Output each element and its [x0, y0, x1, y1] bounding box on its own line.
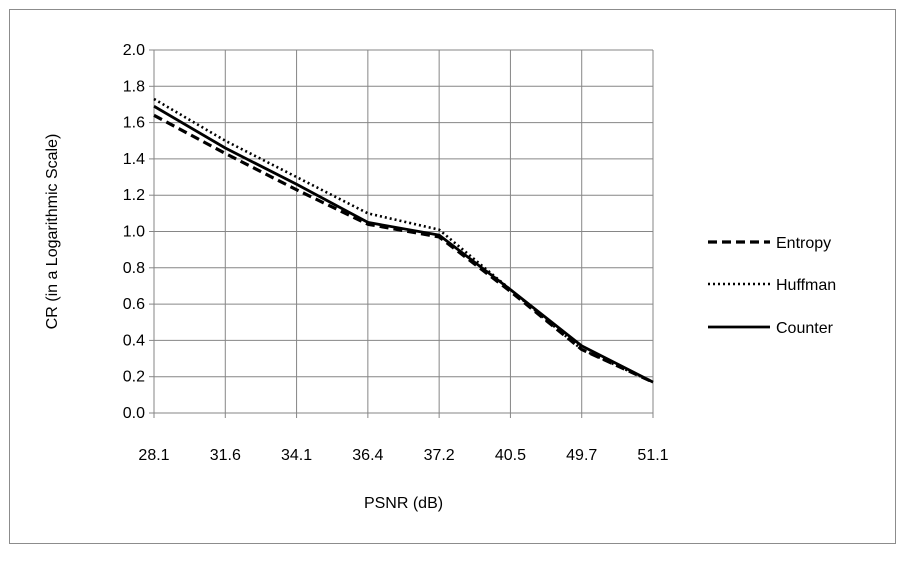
y-tick-label: 1.2 [123, 187, 145, 204]
x-tick-label: 49.7 [566, 447, 597, 464]
axes [149, 49, 654, 418]
legend-label-huffman: Huffman [776, 277, 836, 294]
x-tick-labels: 28.1 31.6 34.1 36.4 37.2 40.5 49.7 51.1 [138, 447, 668, 464]
y-tick-labels: 0.0 0.2 0.4 0.6 0.8 1.0 1.2 1.4 1.6 1.8 2.0 [123, 42, 145, 422]
y-tick-label: 0.8 [123, 260, 145, 277]
legend-label-counter: Counter [776, 320, 834, 337]
x-tick-label: 51.1 [637, 447, 668, 464]
y-tick-label: 1.0 [123, 224, 145, 241]
legend: Entropy Huffman Counter [708, 235, 836, 337]
x-tick-label: 36.4 [352, 447, 383, 464]
grid-lines [153, 49, 654, 414]
y-tick-label: 0.0 [123, 405, 145, 422]
series-line-counter [153, 105, 654, 384]
legend-label-entropy: Entropy [776, 235, 831, 252]
y-tick-label: 0.6 [123, 296, 145, 313]
y-tick-label: 1.8 [123, 78, 145, 95]
x-tick-label: 40.5 [495, 447, 526, 464]
chart-frame [9, 9, 896, 544]
y-tick-label: 1.6 [123, 115, 145, 132]
x-axis-title: PSNR (dB) [364, 495, 443, 512]
y-tick-label: 2.0 [123, 42, 145, 59]
y-axis-title: CR (in a Logarithmic Scale) [44, 134, 61, 330]
y-tick-label: 1.4 [123, 151, 145, 168]
y-tick-label: 0.4 [123, 332, 145, 349]
x-tick-label: 34.1 [281, 447, 312, 464]
series-line-huffman [153, 97, 654, 384]
y-tick-label: 0.2 [123, 369, 145, 386]
x-tick-label: 31.6 [210, 447, 241, 464]
x-tick-label: 28.1 [138, 447, 169, 464]
x-tick-label: 37.2 [424, 447, 455, 464]
series-lines [153, 97, 654, 384]
